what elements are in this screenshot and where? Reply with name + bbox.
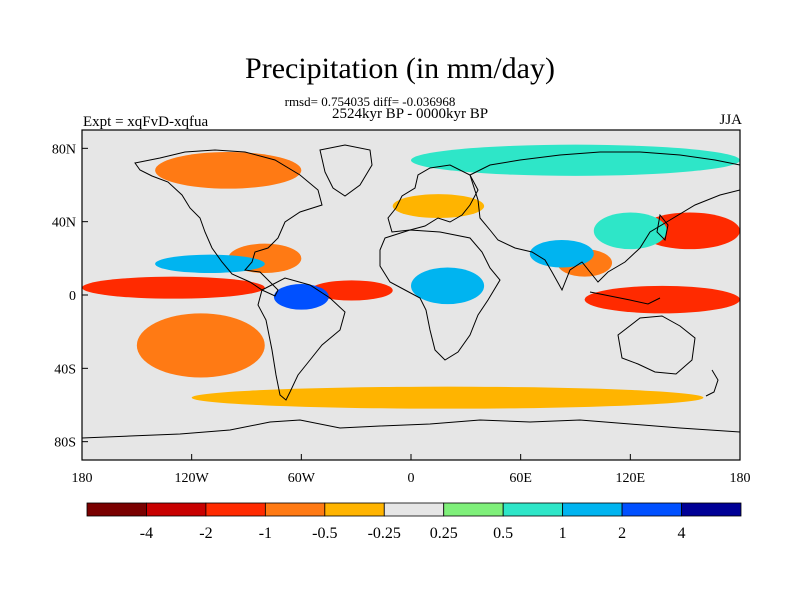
x-tick-label-3: 0: [408, 471, 415, 486]
anomaly-region-2: [136, 313, 265, 378]
anomaly-region-10: [155, 254, 265, 273]
anomaly-region-15: [411, 144, 740, 176]
colorbar-label-5: 0.25: [430, 525, 458, 542]
anomaly-region-11: [273, 284, 329, 310]
chart-title: Precipitation (in mm/day): [245, 52, 555, 85]
colorbar-swatch-9: [621, 502, 682, 517]
period-subtitle: 2524kyr BP - 0000kyr BP: [331, 106, 489, 122]
x-tick-label-2: 60W: [288, 471, 316, 486]
coastline-asia: [469, 151, 740, 292]
colorbar-swatch-6: [443, 502, 504, 517]
colorbar-swatch-8: [562, 502, 623, 517]
anomaly-region-1: [310, 280, 393, 301]
anomaly-region-6: [584, 285, 740, 314]
colorbar-label-9: 4: [678, 525, 686, 542]
coastline-antarctica: [82, 419, 740, 439]
x-tick-label-6: 180: [730, 471, 751, 486]
colorbar-swatch-1: [146, 502, 207, 517]
coastline-japan: [656, 213, 669, 242]
coastline-layer: [82, 144, 740, 439]
y-tick-label-3: 40S: [54, 362, 76, 377]
y-tick-label-1: 40N: [52, 216, 76, 231]
colorbar-swatch-3: [264, 502, 326, 517]
anomaly-region-12: [411, 267, 485, 305]
colorbar-swatch-4: [324, 502, 385, 517]
colorbar-swatch-0: [86, 502, 147, 517]
coastline-indonesia: [589, 291, 661, 305]
y-tick-label-4: 80S: [54, 436, 76, 451]
colorbar-label-3: -0.5: [312, 525, 337, 542]
y-tick-label-2: 0: [69, 289, 76, 304]
y-tick-label-0: 80N: [52, 142, 76, 157]
colorbar-label-6: 0.5: [493, 525, 513, 542]
anomaly-layer: [82, 144, 740, 409]
anomaly-region-14: [593, 212, 667, 250]
season-label: JJA: [719, 112, 742, 128]
anomaly-region-0: [82, 276, 265, 299]
colorbar-swatch-7: [502, 502, 564, 517]
coastline-south-america: [257, 277, 346, 401]
anomaly-region-13: [529, 240, 594, 268]
colorbar-label-8: 2: [618, 525, 626, 542]
x-tick-label-0: 180: [72, 471, 93, 486]
x-tick-label-5: 120E: [616, 471, 646, 486]
coastline-greenland: [319, 144, 373, 197]
coastline-new-zealand: [705, 369, 719, 397]
colorbar-label-7: 1: [559, 525, 567, 542]
x-tick-label-1: 120W: [175, 471, 210, 486]
coastline-australia: [617, 315, 696, 375]
x-tick-label-4: 60E: [509, 471, 532, 486]
anomaly-region-8: [155, 152, 302, 189]
colorbar-label-2: -1: [259, 525, 272, 542]
coastline-africa: [379, 229, 501, 361]
coastline-north-america: [134, 149, 323, 297]
colorbar-label-1: -2: [199, 525, 212, 542]
colorbar-label-0: -4: [140, 525, 153, 542]
colorbar-swatch-2: [205, 502, 266, 517]
colorbar-swatch-5: [383, 502, 445, 517]
colorbar-swatch-10: [681, 502, 742, 517]
colorbar-label-4: -0.25: [368, 525, 401, 542]
stats-text: rmsd= 0.754035 diff= -0.036968: [284, 94, 456, 109]
colorbar: -4 -2 -1 -0.5 -0.25 0.25 0.5 1 2 4: [86, 502, 742, 542]
anomaly-region-4: [392, 194, 485, 218]
experiment-label: Expt = xqFvD-xqfua: [83, 114, 209, 130]
axis-tick-layer: 180 120W 60W 0 60E 120E 180 80N 40N 0 40S 80S: [52, 142, 751, 486]
anomaly-region-9: [191, 386, 704, 409]
